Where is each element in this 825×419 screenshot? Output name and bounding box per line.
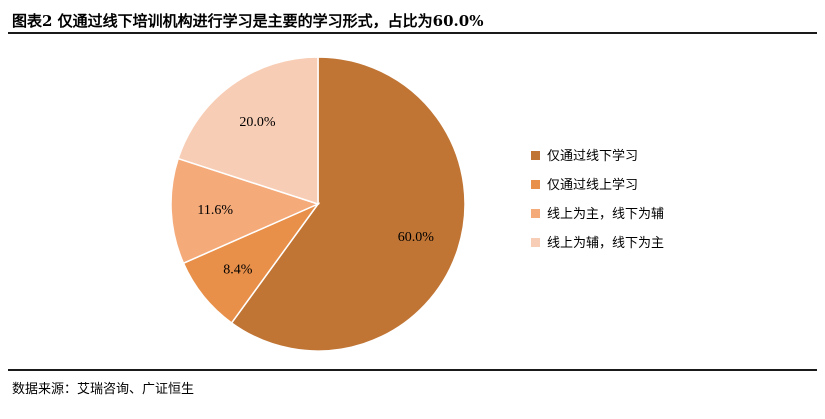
- pie-slice: [170, 157, 321, 265]
- slice-data-label: 60.0%: [398, 230, 435, 245]
- slice-data-label: 8.4%: [223, 263, 253, 278]
- legend-swatch: [531, 209, 540, 218]
- legend-label: 仅通过线下学习: [547, 148, 638, 164]
- chart-area: 60.0% 8.4% 11.6% 20.0% 仅通过线下学习 仅通过线上学习线上为主，线下…: [8, 40, 817, 365]
- legend-swatch: [531, 180, 540, 189]
- slice-data-label: 20.0%: [239, 115, 276, 130]
- legend-label: 线上为辅，线下为主: [547, 236, 664, 251]
- legend-label: 线上为主，线下为辅: [547, 207, 664, 222]
- legend-label: 仅通过线上学习: [547, 177, 638, 193]
- legend-swatch: [531, 238, 540, 247]
- pie-slice: [177, 56, 319, 206]
- data-source: 数据来源：艾瑞咨询、广证恒生: [12, 382, 195, 397]
- legend-swatch: [531, 151, 540, 160]
- top-rule: [8, 32, 817, 34]
- slice-data-label: 11.6%: [197, 203, 233, 218]
- pie-chart: 60.0% 8.4% 11.6% 20.0% 仅通过线下学习仅通过线上学习线上为主，线下…: [170, 56, 664, 352]
- chart-title: 图表2 仅通过线下培训机构进行学习是主要的学习形式，占比为60.0%: [12, 12, 484, 30]
- title-bar: 图表2 仅通过线下培训机构进行学习是主要的学习形式，占比为60.0%: [8, 8, 817, 34]
- bottom-rule: [8, 369, 817, 371]
- pie-slice: [230, 56, 466, 352]
